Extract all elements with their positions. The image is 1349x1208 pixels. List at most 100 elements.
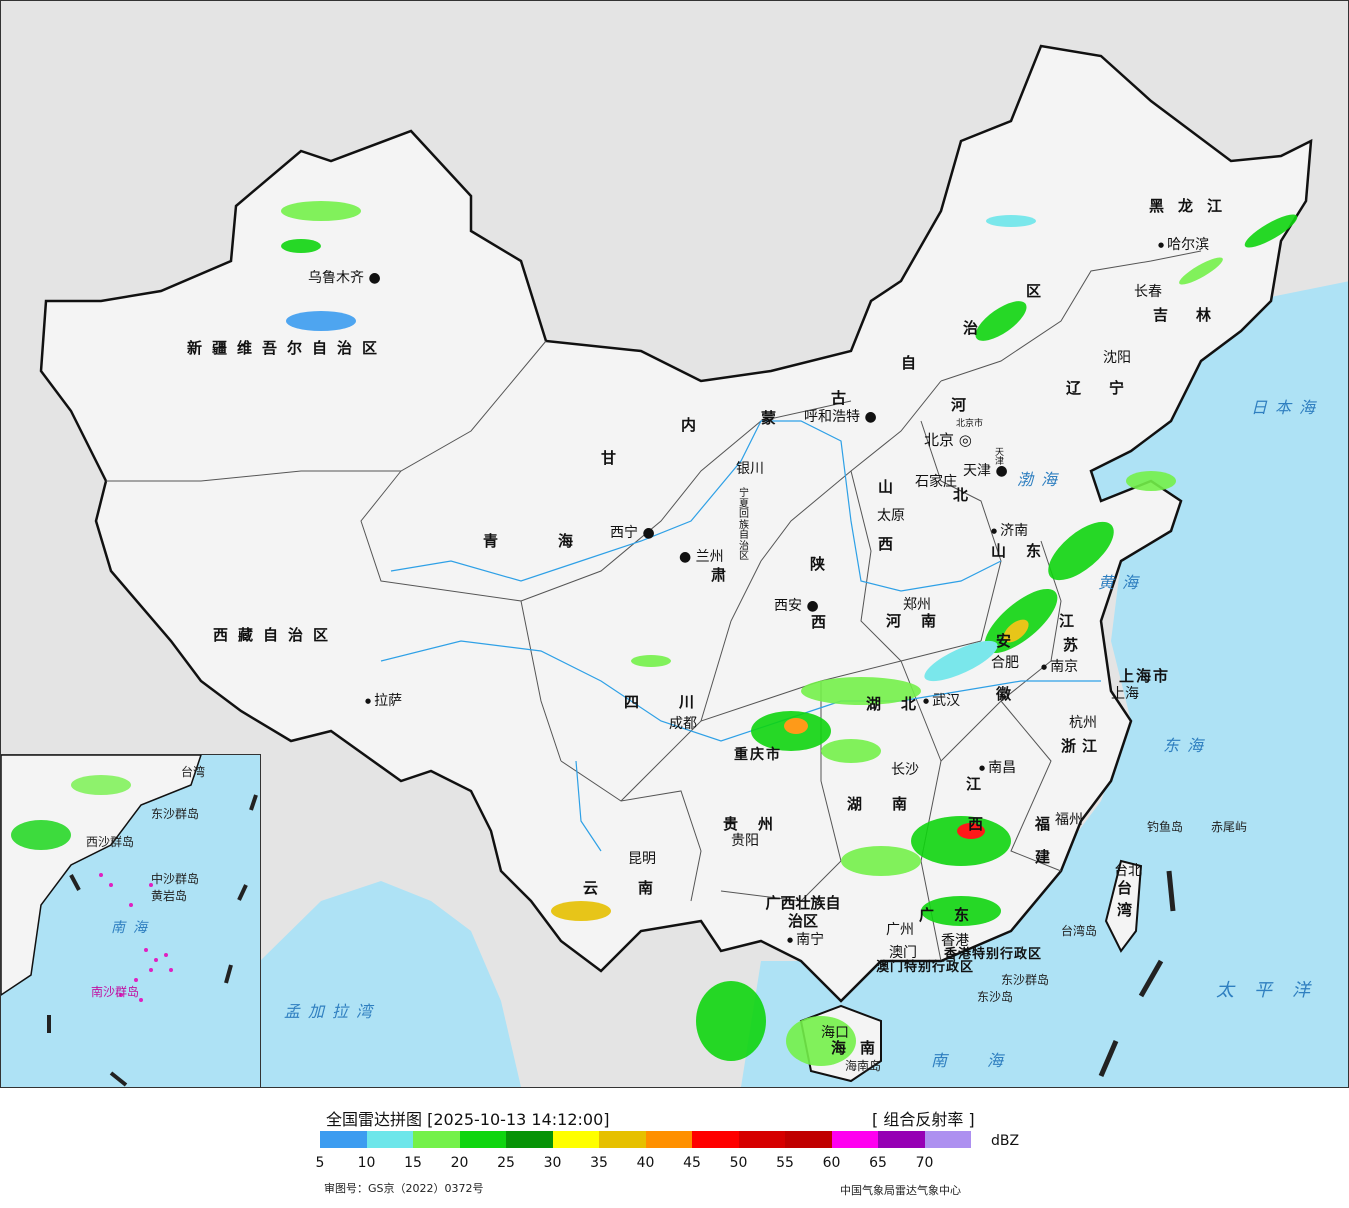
legend-tick: 25	[497, 1155, 515, 1171]
province-beijing-city: 北京市	[956, 419, 984, 429]
legend-tick: 5	[315, 1155, 325, 1171]
legend-tick: 35	[590, 1155, 608, 1171]
city-hefei[interactable]: 合肥	[991, 655, 1019, 671]
province-hunan: 湖南	[847, 795, 938, 813]
island-diaoyu: 钓鱼岛	[1147, 820, 1184, 834]
province-shaanxi-a: 陕	[810, 555, 826, 573]
agency-name: 中国气象局雷达气象中心	[840, 1184, 961, 1197]
island-hainan: 海南岛	[845, 1059, 882, 1073]
city-jinan[interactable]: 济南	[991, 524, 1028, 538]
inset-huangyan: 黄岩岛	[151, 889, 188, 903]
city-macau[interactable]: 澳门	[889, 945, 917, 961]
province-liaoning: 辽宁	[1066, 379, 1153, 397]
province-jiangsu-a: 江	[1059, 612, 1075, 630]
city-guiyang[interactable]: 贵阳	[731, 833, 759, 849]
legend-swatch	[459, 1131, 506, 1148]
city-changsha[interactable]: 长沙	[891, 762, 919, 778]
city-lanzhou[interactable]: ● 兰州	[679, 549, 724, 565]
island-dongsha: 东沙岛	[977, 990, 1014, 1004]
province-jilin: 吉林	[1153, 306, 1240, 324]
province-taiwan-b: 湾	[1117, 901, 1133, 919]
city-shijiazhuang[interactable]: 石家庄	[915, 474, 957, 490]
legend-tick: 50	[729, 1155, 748, 1171]
province-yunnan: 云南	[583, 879, 694, 897]
legend-color-bar	[320, 1131, 971, 1148]
radar-echoes	[281, 201, 1298, 1066]
city-harbin[interactable]: 哈尔滨	[1158, 238, 1209, 252]
province-jiangsu-b: 苏	[1063, 636, 1079, 654]
province-hebei-b: 北	[953, 486, 969, 504]
city-taipei[interactable]: 台北	[1114, 863, 1142, 879]
province-inner-mongolia-e: 治	[963, 319, 979, 337]
province-gansu: 甘	[601, 449, 617, 467]
province-guizhou: 贵州	[723, 815, 794, 833]
city-hangzhou[interactable]: 杭州	[1069, 715, 1097, 731]
legend-swatch	[599, 1131, 646, 1148]
legend: 全国雷达拼图 [2025-10-13 14:12:00] [ 组合反射率 ] d…	[0, 1088, 1349, 1208]
radar-map[interactable]: 新疆维吾尔自治区 西藏自治区 青海 甘 肃 四川 云南 贵州 广西壮族自治区 广…	[0, 0, 1349, 1088]
province-inner-mongolia-b: 蒙	[761, 409, 777, 427]
review-number: 审图号：GS京（2022）0372号	[324, 1182, 484, 1195]
province-tianjin-city: 天津	[995, 448, 1005, 467]
legend-swatch	[692, 1131, 739, 1148]
legend-swatch	[738, 1131, 785, 1148]
city-kunming[interactable]: 昆明	[628, 851, 656, 867]
city-shenyang[interactable]: 沈阳	[1103, 350, 1131, 366]
city-changchun[interactable]: 长春	[1134, 284, 1162, 300]
city-nanchang[interactable]: 南昌	[979, 761, 1016, 775]
province-taiwan-a: 台	[1117, 879, 1133, 897]
city-hohhot[interactable]: 呼和浩特 ●	[804, 409, 877, 425]
province-ningxia: 宁夏回族自治区	[739, 488, 749, 562]
province-gansu-b: 肃	[711, 566, 727, 584]
city-lhasa[interactable]: 拉萨	[365, 694, 402, 708]
city-wuhan[interactable]: 武汉	[923, 694, 960, 708]
legend-product: [ 组合反射率 ]	[872, 1110, 975, 1129]
province-tibet: 西藏自治区	[213, 626, 339, 644]
province-hebei-a: 河	[951, 396, 967, 414]
legend-swatch	[413, 1131, 460, 1148]
legend-swatch	[831, 1131, 878, 1148]
boundary-marks	[1098, 870, 1176, 1077]
city-taiyuan[interactable]: 太原	[877, 508, 905, 524]
city-guangzhou[interactable]: 广州	[886, 922, 914, 938]
taiwan-island-shape	[1104, 859, 1143, 953]
province-chongqing: 重庆市	[734, 747, 782, 763]
sar-hongkong: 香港特别行政区	[944, 947, 1043, 962]
province-jiangxi-b: 西	[968, 815, 984, 833]
province-guangxi: 广西壮族自治区	[765, 894, 841, 930]
city-xian[interactable]: 西安 ●	[774, 598, 819, 614]
city-urumqi[interactable]: 乌鲁木齐 ●	[308, 270, 381, 286]
province-hubei: 湖北	[866, 695, 937, 713]
province-inner-mongolia-f: 区	[1026, 282, 1042, 300]
city-beijing[interactable]: 北京 ◎	[924, 431, 972, 449]
province-inner-mongolia-c: 古	[831, 389, 847, 407]
legend-swatch	[924, 1131, 971, 1148]
legend-swatch	[366, 1131, 413, 1148]
sea-bohai: 渤海	[1017, 470, 1066, 489]
inset-nansha: 南沙群岛	[91, 985, 140, 999]
city-shanghai[interactable]: 上海	[1111, 686, 1139, 702]
city-fuzhou[interactable]: 福州	[1055, 812, 1083, 828]
province-sichuan: 四川	[624, 693, 735, 711]
city-nanjing[interactable]: 南京	[1041, 660, 1078, 674]
inset-taiwan: 台湾	[181, 765, 206, 779]
city-haikou[interactable]: 海口	[821, 1025, 849, 1041]
province-fujian-a: 福	[1035, 815, 1051, 833]
east-sea-area	[741, 281, 1348, 1087]
city-zhengzhou[interactable]: 郑州	[903, 597, 931, 613]
city-yinchuan[interactable]: 银川	[736, 461, 764, 477]
legend-swatch	[320, 1131, 367, 1148]
city-chengdu[interactable]: 成都	[669, 716, 697, 732]
city-nanning[interactable]: 南宁	[787, 933, 824, 947]
city-xining[interactable]: 西宁 ●	[610, 525, 655, 541]
legend-tick: 10	[357, 1155, 376, 1171]
province-shanxi-a: 山	[878, 478, 894, 496]
legend-swatch	[645, 1131, 692, 1148]
south-sea-inset[interactable]: 台湾 东沙群岛 西沙群岛 中沙群岛 黄岩岛 南海 南沙群岛	[1, 754, 261, 1087]
sea-yellow: 黄海	[1098, 573, 1147, 592]
city-tianjin[interactable]: 天津 ●	[963, 463, 1008, 479]
city-hongkong[interactable]: 香港	[941, 933, 969, 949]
sea-east: 东海	[1163, 736, 1212, 755]
province-anhui-a: 安	[996, 632, 1012, 650]
province-anhui-b: 徽	[996, 685, 1012, 703]
